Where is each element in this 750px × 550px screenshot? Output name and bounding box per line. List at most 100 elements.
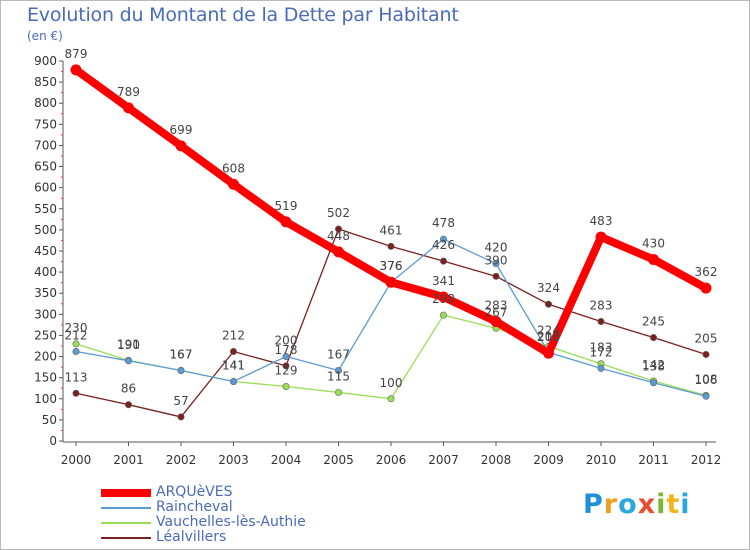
x-tick-label: 2003 bbox=[218, 453, 249, 467]
data-point bbox=[387, 242, 395, 250]
data-label: 519 bbox=[275, 199, 298, 213]
data-label: 86 bbox=[121, 382, 136, 396]
data-label: 167 bbox=[170, 347, 193, 361]
data-point bbox=[544, 300, 552, 308]
y-tick-label: 400 bbox=[34, 265, 57, 279]
legend-item: Raincheval bbox=[101, 500, 306, 515]
data-point bbox=[72, 347, 80, 355]
logo-letter: i bbox=[656, 489, 667, 520]
data-label: 283 bbox=[485, 299, 508, 313]
data-label: 230 bbox=[65, 321, 88, 335]
y-tick-label: 500 bbox=[34, 223, 57, 237]
data-label: 57 bbox=[173, 394, 188, 408]
data-label: 224 bbox=[537, 323, 560, 337]
x-tick-label: 2006 bbox=[376, 453, 407, 467]
data-label: 461 bbox=[380, 223, 403, 237]
data-point bbox=[230, 377, 238, 385]
data-point bbox=[543, 347, 554, 359]
data-point bbox=[125, 357, 133, 365]
data-label: 141 bbox=[222, 358, 245, 372]
y-tick-label: 850 bbox=[34, 75, 57, 89]
data-point bbox=[280, 216, 292, 228]
x-tick-label: 2011 bbox=[638, 453, 669, 467]
data-point bbox=[228, 178, 239, 190]
logo-letter: i bbox=[680, 489, 691, 520]
data-label: 245 bbox=[642, 315, 665, 329]
data-point bbox=[595, 231, 607, 243]
data-label: 362 bbox=[695, 265, 718, 279]
logo-letter: x bbox=[637, 489, 657, 520]
data-label: 208 bbox=[537, 330, 560, 344]
legend-swatch bbox=[101, 488, 151, 497]
data-label: 167 bbox=[170, 347, 193, 361]
y-tick-label: 100 bbox=[34, 392, 57, 406]
data-point bbox=[333, 246, 344, 258]
proxiti-logo: Proxiti bbox=[583, 489, 691, 520]
data-point bbox=[702, 392, 710, 400]
data-label: 190 bbox=[117, 338, 140, 352]
x-tick-label: 2009 bbox=[533, 453, 564, 467]
data-point bbox=[700, 282, 712, 294]
data-point bbox=[334, 388, 342, 396]
data-point bbox=[439, 257, 447, 265]
data-label: 502 bbox=[327, 206, 350, 220]
y-tick-label: 550 bbox=[34, 202, 57, 216]
logo-letter: P bbox=[583, 489, 604, 520]
data-label: 212 bbox=[65, 328, 88, 342]
data-point bbox=[438, 291, 449, 303]
data-label: 172 bbox=[590, 345, 613, 359]
data-label: 113 bbox=[65, 370, 88, 384]
data-point bbox=[492, 260, 500, 268]
data-label: 420 bbox=[485, 241, 508, 255]
data-point bbox=[334, 366, 342, 374]
data-label: 448 bbox=[327, 229, 350, 243]
data-label: 167 bbox=[327, 347, 350, 361]
data-label: 142 bbox=[642, 358, 665, 372]
x-tick-label: 2001 bbox=[113, 453, 144, 467]
data-label: 267 bbox=[485, 305, 508, 319]
data-label: 115 bbox=[327, 369, 350, 383]
data-point bbox=[649, 379, 657, 387]
data-label: 879 bbox=[65, 47, 88, 61]
x-tick-label: 2010 bbox=[586, 453, 617, 467]
data-point bbox=[70, 64, 82, 76]
data-point bbox=[597, 318, 605, 326]
data-point bbox=[72, 340, 80, 348]
data-point bbox=[282, 362, 290, 370]
y-tick-label: 650 bbox=[34, 160, 57, 174]
data-label: 200 bbox=[275, 334, 298, 348]
y-tick-label: 350 bbox=[34, 286, 57, 300]
legend-swatch bbox=[101, 521, 151, 524]
data-point bbox=[230, 347, 238, 355]
data-point bbox=[385, 276, 397, 288]
data-point bbox=[702, 350, 710, 358]
logo-letter: t bbox=[666, 489, 681, 520]
data-point bbox=[282, 353, 290, 361]
data-label: 210 bbox=[537, 329, 560, 343]
y-tick-label: 250 bbox=[34, 328, 57, 342]
logo-letter: o bbox=[618, 489, 638, 520]
x-tick-label: 2002 bbox=[166, 453, 197, 467]
legend-label: Léalvillers bbox=[156, 529, 227, 545]
data-label: 426 bbox=[432, 238, 455, 252]
data-label: 205 bbox=[695, 331, 718, 345]
data-label: 191 bbox=[117, 337, 140, 351]
data-point bbox=[177, 366, 185, 374]
data-label: 178 bbox=[275, 343, 298, 357]
legend-item: Vauchelles-lès-Authie bbox=[101, 515, 306, 530]
data-point bbox=[439, 235, 447, 243]
data-label: 141 bbox=[222, 358, 245, 372]
data-label: 699 bbox=[170, 123, 193, 137]
chart-legend: ARQUèVES Raincheval Vauchelles-lès-Authie L… bbox=[101, 485, 306, 545]
data-label: 608 bbox=[222, 161, 245, 175]
x-tick-label: 2007 bbox=[428, 453, 459, 467]
data-label: 376 bbox=[380, 259, 403, 273]
y-tick-label: 50 bbox=[42, 413, 57, 427]
data-label: 283 bbox=[590, 299, 613, 313]
data-label: 390 bbox=[485, 253, 508, 267]
data-point bbox=[387, 395, 395, 403]
y-tick-label: 200 bbox=[34, 350, 57, 364]
data-point bbox=[282, 383, 290, 391]
y-tick-label: 600 bbox=[34, 181, 57, 195]
